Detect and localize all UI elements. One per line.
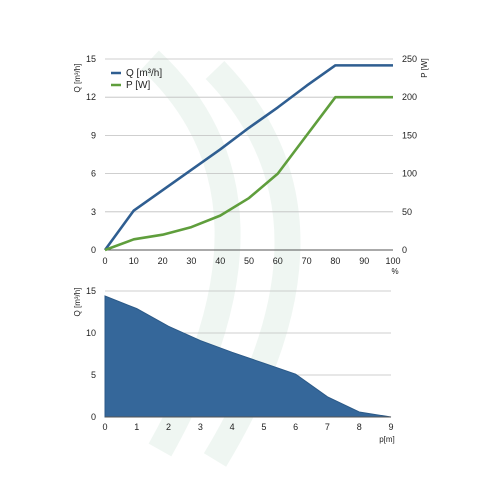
top-chart-grid (105, 58, 393, 251)
top-chart-right-tick-label: 100 (402, 169, 417, 179)
bottom-chart-y-tick-label: 15 (86, 286, 96, 296)
top-chart-x-tick-label: 90 (359, 256, 369, 266)
bottom-chart-x-tick-label: 2 (166, 422, 171, 432)
top-chart-left-tick-label: 9 (91, 130, 96, 140)
top-chart-x-tick-label: 100 (385, 256, 400, 266)
top-chart-x-tick-label: 80 (330, 256, 340, 266)
top-chart-left-axis-ticks: 0 3 6 9 12 15 (86, 54, 96, 255)
bottom-chart-y-axis-ticks: 0 5 10 15 (86, 286, 96, 422)
bottom-chart-x-tick-label: 1 (134, 422, 139, 432)
top-chart-x-tick-label: 30 (186, 256, 196, 266)
bottom-chart-y-tick-label: 0 (91, 412, 96, 422)
bottom-chart-x-tick-label: 9 (388, 422, 393, 432)
top-chart-series (103, 64, 393, 252)
top-chart-right-tick-label: 150 (402, 130, 417, 140)
pump-curve-area (104, 295, 392, 418)
top-chart-y-axis-title: Q [m³/h] (73, 64, 82, 93)
top-chart-y2-axis-title: P [W] (420, 58, 429, 77)
power-p-series-line (104, 95, 393, 252)
top-chart-x-tick-label: 60 (273, 256, 283, 266)
top-chart-x-tick-label: 40 (215, 256, 225, 266)
bottom-chart-x-tick-label: 8 (357, 422, 362, 432)
bottom-chart-x-tick-label: 4 (230, 422, 235, 432)
top-chart-left-tick-label: 6 (91, 169, 96, 179)
top-chart-left-tick-label: 3 (91, 207, 96, 217)
legend-label-p: P [W] (126, 80, 150, 91)
top-chart-x-tick-label: 70 (302, 256, 312, 266)
flow-q-series-line (103, 64, 393, 251)
bottom-chart-x-axis-title: p[m] (379, 435, 395, 444)
bottom-chart-x-tick-label: 7 (325, 422, 330, 432)
top-chart-left-tick-label: 12 (86, 92, 96, 102)
bottom-chart-y-tick-label: 5 (91, 370, 96, 380)
top-chart-right-tick-label: 200 (402, 92, 417, 102)
top-chart-x-axis-title: % (391, 267, 398, 276)
top-chart-right-tick-label: 250 (402, 54, 417, 64)
top-chart-x-tick-label: 10 (129, 256, 139, 266)
top-chart-right-tick-label: 0 (402, 245, 407, 255)
top-chart-x-tick-label: 50 (244, 256, 254, 266)
legend-label-q: Q [m³/h] (126, 68, 162, 79)
top-chart-left-tick-label: 0 (91, 245, 96, 255)
bottom-chart-area (104, 295, 392, 418)
bottom-chart-y-tick-label: 10 (86, 328, 96, 338)
top-chart-x-tick-label: 0 (102, 256, 107, 266)
top-chart-x-axis-ticks: 0 10 20 30 40 50 60 70 80 90 100 (102, 256, 400, 266)
top-chart-x-tick-label: 20 (158, 256, 168, 266)
top-chart-left-tick-label: 15 (86, 54, 96, 64)
bottom-chart-x-tick-label: 3 (198, 422, 203, 432)
bottom-chart-x-tick-label: 6 (293, 422, 298, 432)
bottom-chart-x-tick-label: 0 (102, 422, 107, 432)
top-chart-legend: Q [m³/h] P [W] (111, 68, 162, 91)
bottom-chart-x-axis-ticks: 0 1 2 3 4 5 6 7 8 9 (102, 422, 393, 432)
top-chart-right-axis-ticks: 0 50 100 150 200 250 (402, 54, 417, 255)
top-chart-right-tick-label: 50 (402, 207, 412, 217)
bottom-chart-y-axis-title: Q [m³/h] (73, 288, 82, 317)
top-chart: 0 3 6 9 12 15 0 50 100 150 200 250 0 10 20 30 40 50 60 70… (73, 54, 429, 276)
bottom-chart-x-tick-label: 5 (261, 422, 266, 432)
bottom-chart: 0 5 10 15 0 1 2 3 4 5 6 7 8 9 Q [m³/h] p[m] (73, 286, 395, 444)
